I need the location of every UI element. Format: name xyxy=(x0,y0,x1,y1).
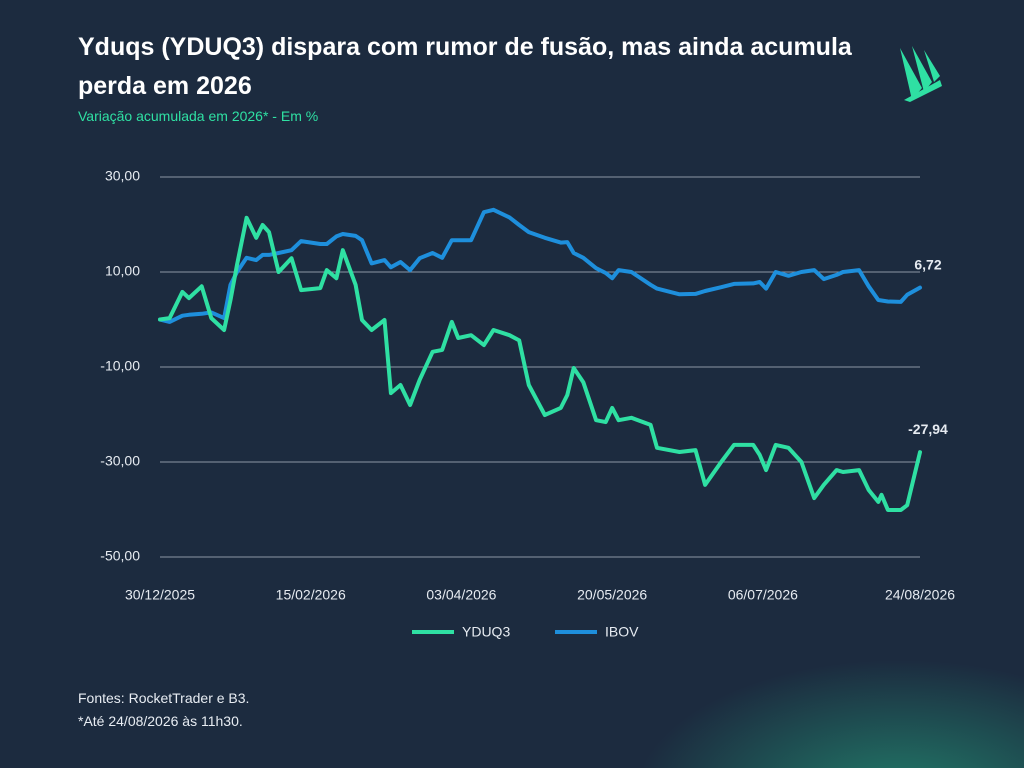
y-tick-label: -30,00 xyxy=(100,453,140,469)
y-tick-label: 30,00 xyxy=(105,168,140,184)
chart-title: Yduqs (YDUQ3) dispara com rumor de fusão… xyxy=(78,33,852,100)
data-label: -27,94 xyxy=(908,421,948,437)
footnote: *Até 24/08/2026 às 11h30. xyxy=(78,713,243,729)
line-series xyxy=(158,207,922,324)
source-note: Fontes: RocketTrader e B3. xyxy=(78,690,250,706)
y-tick-label: -50,00 xyxy=(100,548,140,564)
line-series xyxy=(158,215,922,512)
x-tick-label: 15/02/2026 xyxy=(276,587,346,603)
x-tick-label: 30/12/2025 xyxy=(125,587,195,603)
legend-label: IBOV xyxy=(605,624,639,640)
x-tick-label: 24/08/2026 xyxy=(885,587,955,603)
data-label: 6,72 xyxy=(914,256,941,272)
logo xyxy=(900,46,942,102)
x-tick-label: 20/05/2026 xyxy=(577,587,647,603)
y-tick-label: -10,00 xyxy=(100,358,140,374)
x-tick-label: 06/07/2026 xyxy=(728,587,798,603)
y-tick-label: 10,00 xyxy=(105,263,140,279)
x-tick-label: 03/04/2026 xyxy=(426,587,496,603)
chart-subtitle: Variação acumulada em 2026* - Em % xyxy=(78,108,319,124)
legend-label: YDUQ3 xyxy=(462,624,510,640)
